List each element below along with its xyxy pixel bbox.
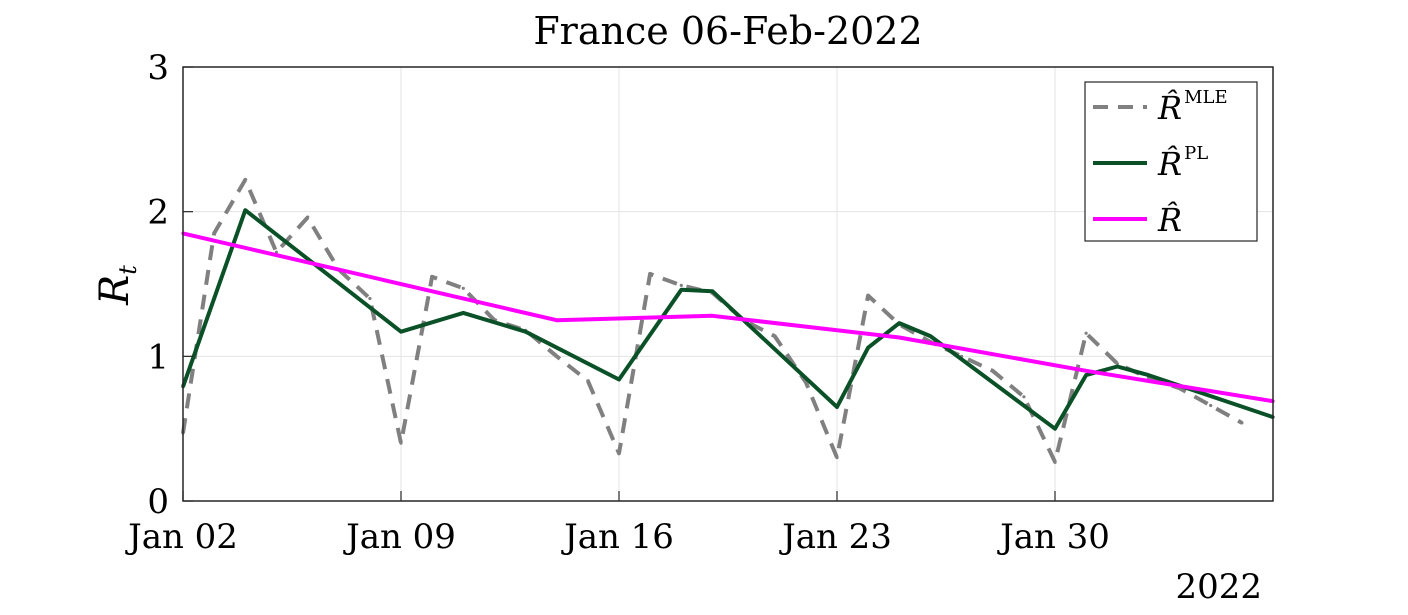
legend-label-base: R̂ bbox=[1157, 89, 1182, 127]
series-0-point bbox=[1115, 362, 1119, 366]
series-0-point bbox=[866, 294, 870, 298]
series-0-point bbox=[1240, 421, 1244, 425]
series-0-point bbox=[430, 275, 434, 279]
year-label: 2022 bbox=[1175, 567, 1262, 607]
series-1-point bbox=[835, 405, 839, 409]
series-0-point bbox=[1053, 460, 1057, 464]
svg-text:Rt: Rt bbox=[92, 265, 142, 306]
series-layer bbox=[181, 177, 1275, 464]
series-1-point bbox=[1084, 373, 1088, 377]
legend-label-base: R̂ bbox=[1157, 201, 1182, 239]
x-tick-label: Jan 30 bbox=[997, 517, 1110, 557]
series-0-point bbox=[804, 380, 808, 384]
series-0-point bbox=[679, 283, 683, 287]
series-line-0 bbox=[181, 177, 1243, 464]
series-1-point bbox=[1115, 364, 1119, 369]
legend-label-superscript: MLE bbox=[1184, 87, 1228, 108]
y-tick-label: 1 bbox=[147, 337, 169, 377]
series-0-point bbox=[243, 178, 247, 182]
series-1-point bbox=[524, 330, 528, 334]
series-line-2 bbox=[182, 231, 1274, 404]
series-0-point bbox=[555, 354, 559, 358]
x-tick-label: Jan 02 bbox=[125, 517, 238, 557]
series-0-point bbox=[617, 451, 621, 455]
y-axis-label: Rt bbox=[92, 265, 142, 306]
chart-title: France 06-Feb-2022 bbox=[533, 9, 922, 53]
tick-layer: Jan 02 Jan 09 Jan 16 Jan 23 Jan 30 0 1 2 3 bbox=[125, 48, 1110, 557]
legend-label-1: R̂ PL bbox=[1157, 143, 1208, 183]
series-1-point bbox=[399, 330, 403, 334]
legend-label-0: R̂ MLE bbox=[1157, 87, 1228, 127]
series-0-point bbox=[1022, 395, 1026, 399]
series-2-point bbox=[1084, 369, 1088, 373]
y-tick-label: 3 bbox=[147, 48, 169, 88]
series-1-point bbox=[1146, 373, 1150, 377]
y-axis-label-subscript: t bbox=[114, 265, 142, 275]
series-0-point bbox=[1084, 331, 1088, 335]
series-0-point bbox=[399, 441, 403, 445]
legend-label-2: R̂ bbox=[1157, 201, 1182, 239]
series-1-point bbox=[617, 377, 621, 382]
series-0-point bbox=[586, 379, 590, 383]
series-1-point bbox=[461, 311, 465, 315]
x-tick-label: Jan 23 bbox=[779, 517, 892, 557]
series-0-point bbox=[1209, 403, 1213, 408]
series-1-point bbox=[710, 289, 715, 293]
legend-label-superscript: PL bbox=[1184, 143, 1208, 164]
series-1-point bbox=[866, 346, 870, 350]
y-tick-label: 0 bbox=[147, 482, 169, 522]
series-1-point bbox=[897, 321, 901, 325]
series-1-point bbox=[243, 208, 247, 212]
series-0-point bbox=[991, 369, 995, 373]
series-1-point bbox=[1053, 427, 1057, 431]
series-2-point bbox=[897, 335, 901, 340]
series-0-point bbox=[835, 456, 839, 460]
x-tick-label: Jan 09 bbox=[343, 517, 456, 557]
series-0-point bbox=[212, 231, 216, 235]
x-tick-label: Jan 16 bbox=[561, 517, 674, 557]
series-0-point bbox=[306, 215, 310, 220]
y-tick-label: 2 bbox=[147, 193, 169, 233]
plot-frame bbox=[182, 66, 1274, 502]
series-2-point bbox=[555, 318, 559, 322]
series-0-point bbox=[368, 296, 372, 301]
series-1-point bbox=[928, 334, 933, 338]
series-0-point bbox=[648, 272, 652, 276]
y-axis-label-base: R bbox=[92, 275, 138, 306]
series-0-point bbox=[773, 334, 777, 338]
series-1-point bbox=[679, 288, 683, 292]
series-2-point bbox=[710, 314, 715, 318]
series-0-point bbox=[461, 286, 465, 290]
legend-label-base: R̂ bbox=[1157, 145, 1182, 183]
